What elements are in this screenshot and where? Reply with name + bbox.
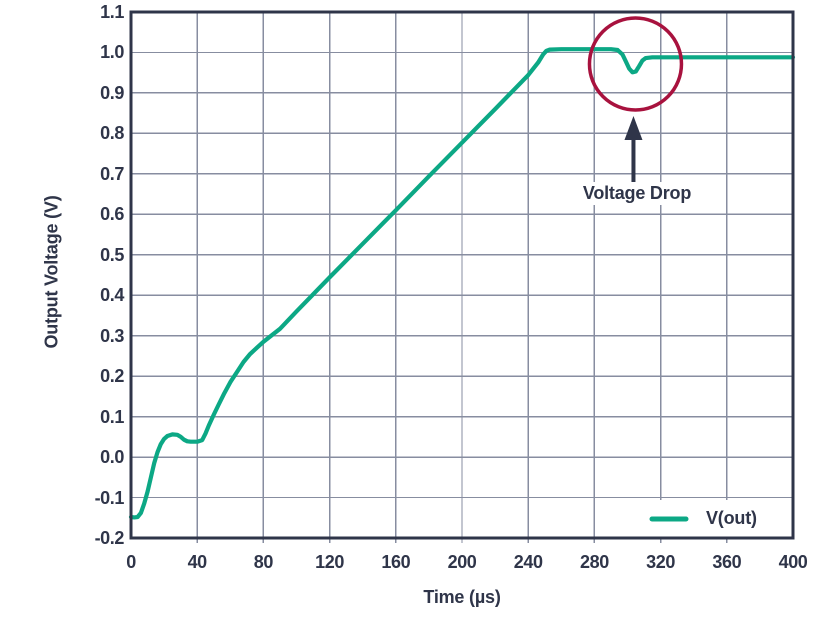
x-tick-label: 160: [381, 552, 411, 572]
y-tick-label: 1.1: [100, 2, 124, 22]
voltage-drop-circle: [587, 16, 684, 112]
y-tick-label: 0.8: [100, 123, 124, 144]
y-tick-label: -0.2: [94, 528, 125, 548]
legend-label: V(out): [706, 508, 757, 528]
x-tick-label: 240: [513, 552, 543, 572]
plot-border: [129, 10, 795, 540]
legend: [636, 500, 791, 537]
y-tick-label: 0.9: [100, 82, 124, 103]
x-tick-label: 80: [253, 552, 274, 572]
x-tick-label: 360: [712, 552, 742, 572]
x-tick-label: 320: [646, 552, 676, 572]
x-tick-label: 280: [579, 552, 609, 572]
y-tick-label: 0.3: [100, 325, 124, 346]
x-tick-label: 120: [315, 552, 345, 572]
gridlines: [131, 12, 793, 538]
x-tick-label: 0: [126, 552, 136, 572]
y-axis-title: Output Voltage (V): [41, 195, 62, 349]
voltage-drop-label: Voltage Drop: [576, 182, 698, 205]
voltage-drop-marker: [587, 16, 684, 182]
x-tick-label: 400: [778, 552, 808, 572]
x-tick-label: 40: [187, 552, 208, 572]
x-tick-label: 200: [447, 552, 477, 572]
voltage-drop-arrow-head: [624, 116, 643, 140]
vout-series-line: [128, 47, 796, 520]
y-tick-label: 0.4: [100, 285, 124, 306]
y-tick-label: 0.2: [100, 366, 124, 387]
y-tick-label: 0.5: [100, 244, 124, 265]
y-tick-label: 0.1: [100, 406, 124, 427]
y-tick-label: 0.0: [100, 447, 124, 468]
x-axis-title: Time (µs): [423, 587, 501, 607]
y-tick-label: 1.0: [100, 42, 124, 63]
y-tick-label: -0.1: [94, 487, 125, 508]
y-tick-label: 0.7: [100, 163, 124, 184]
y-tick-label: 0.6: [100, 204, 124, 225]
